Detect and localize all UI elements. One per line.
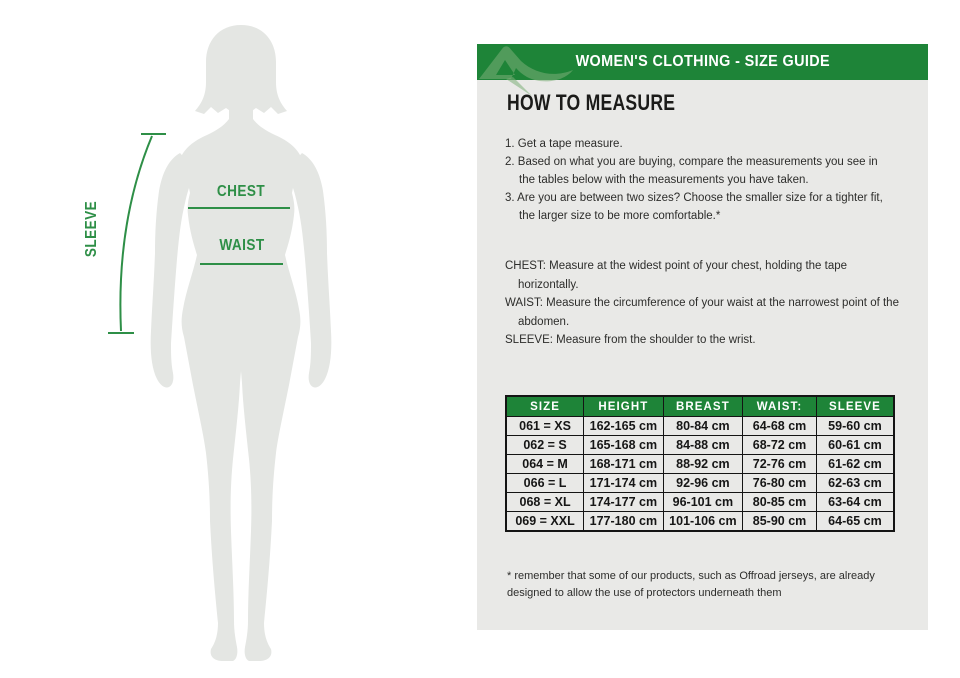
cell-size: 062 = S — [505, 435, 585, 455]
waist-label: WAIST — [219, 237, 265, 254]
silhouette-head — [195, 25, 287, 114]
step-item: 2. Based on what you are buying, compare… — [505, 153, 891, 189]
cell-waist: 76-80 cm — [742, 473, 817, 493]
definition-term: SLEEVE: — [505, 334, 553, 346]
cell-waist: 85-90 cm — [742, 511, 817, 532]
cell-breast: 84-88 cm — [662, 435, 744, 455]
definition-term: CHEST: — [505, 260, 546, 272]
cell-breast: 88-92 cm — [662, 454, 744, 474]
footnote: * remember that some of our products, su… — [507, 570, 875, 599]
cell-waist: 72-76 cm — [742, 454, 817, 474]
cell-size: 061 = XS — [505, 416, 585, 436]
definition-item: SLEEVE: Measure from the shoulder to the… — [505, 331, 903, 350]
cell-height: 174-177 cm — [583, 492, 664, 512]
cell-sleeve: 61-62 cm — [815, 454, 895, 474]
cell-height: 162-165 cm — [583, 416, 664, 436]
cell-sleeve: 63-64 cm — [815, 492, 895, 512]
size-row-xl: 068 = XL 174-177 cm 96-101 cm 80-85 cm 6… — [505, 492, 895, 512]
cell-height: 177-180 cm — [583, 511, 664, 532]
cell-sleeve: 59-60 cm — [815, 416, 895, 436]
cell-height: 165-168 cm — [583, 435, 664, 455]
cell-sleeve: 60-61 cm — [815, 435, 895, 455]
silhouette-right-arm — [290, 153, 332, 388]
cell-height: 171-174 cm — [583, 473, 664, 493]
size-row-s: 062 = S 165-168 cm 84-88 cm 68-72 cm 60-… — [505, 435, 895, 455]
step-item: 3. Are you are between two sizes? Choose… — [505, 189, 891, 225]
page-title: WOMEN'S CLOTHING - SIZE GUIDE — [575, 53, 830, 70]
definition-term: WAIST: — [505, 297, 543, 309]
column-header-waist: WAIST: — [742, 395, 817, 417]
cell-size: 064 = M — [505, 454, 585, 474]
definition-item: WAIST: Measure the circumference of your… — [505, 294, 903, 331]
column-header-sleeve: SLEEVE — [815, 395, 895, 417]
how-to-measure-heading: HOW TO MEASURE — [507, 90, 676, 115]
size-row-m: 064 = M 168-171 cm 88-92 cm 72-76 cm 61-… — [505, 454, 895, 474]
cell-breast: 101-106 cm — [662, 511, 744, 532]
step-number: 2. — [505, 156, 515, 168]
cell-breast: 92-96 cm — [662, 473, 744, 493]
size-guide-panel: WOMEN'S CLOTHING - SIZE GUIDE HOW TO MEA… — [477, 44, 928, 630]
cell-sleeve: 64-65 cm — [815, 511, 895, 532]
measure-definitions: CHEST: Measure at the widest point of yo… — [505, 257, 903, 350]
cell-size: 066 = L — [505, 473, 585, 493]
cell-waist: 64-68 cm — [742, 416, 817, 436]
silhouette-left-arm — [150, 153, 192, 388]
cell-height: 168-171 cm — [583, 454, 664, 474]
silhouette-torso-legs — [180, 96, 302, 661]
size-table: SIZE HEIGHT BREAST WAIST: SLEEVE 061 = X… — [505, 395, 895, 532]
cell-waist: 68-72 cm — [742, 435, 817, 455]
cell-sleeve: 62-63 cm — [815, 473, 895, 493]
definition-item: CHEST: Measure at the widest point of yo… — [505, 257, 903, 294]
step-number: 1. — [505, 138, 515, 150]
sleeve-label: SLEEVE — [83, 200, 100, 258]
cell-breast: 80-84 cm — [662, 416, 744, 436]
cell-waist: 80-85 cm — [742, 492, 817, 512]
size-row-xxl: 069 = XXL 177-180 cm 101-106 cm 85-90 cm… — [505, 511, 895, 532]
step-text: Are you are between two sizes? Choose th… — [517, 192, 883, 222]
size-table-header-row: SIZE HEIGHT BREAST WAIST: SLEEVE — [505, 395, 895, 417]
cell-breast: 96-101 cm — [662, 492, 744, 512]
step-number: 3. — [505, 192, 515, 204]
cell-size: 069 = XXL — [505, 511, 585, 532]
column-header-height: HEIGHT — [583, 395, 664, 417]
definition-text: Measure from the shoulder to the wrist. — [556, 334, 756, 346]
cell-size: 068 = XL — [505, 492, 585, 512]
column-header-breast: BREAST — [662, 395, 744, 417]
chest-label: CHEST — [216, 183, 266, 200]
size-row-xs: 061 = XS 162-165 cm 80-84 cm 64-68 cm 59… — [505, 416, 895, 436]
definition-text: Measure at the widest point of your ches… — [518, 260, 848, 291]
step-text: Based on what you are buying, compare th… — [517, 156, 878, 186]
measure-steps-list: 1. Get a tape measure. 2. Based on what … — [505, 135, 891, 225]
step-item: 1. Get a tape measure. — [505, 135, 891, 153]
panel-header-bar: WOMEN'S CLOTHING - SIZE GUIDE — [477, 44, 928, 80]
sleeve-measure-curve — [119, 135, 153, 332]
size-row-l: 066 = L 171-174 cm 92-96 cm 76-80 cm 62-… — [505, 473, 895, 493]
definition-text: Measure the circumference of your waist … — [518, 297, 899, 328]
column-header-size: SIZE — [505, 395, 585, 417]
step-text: Get a tape measure. — [517, 138, 623, 150]
